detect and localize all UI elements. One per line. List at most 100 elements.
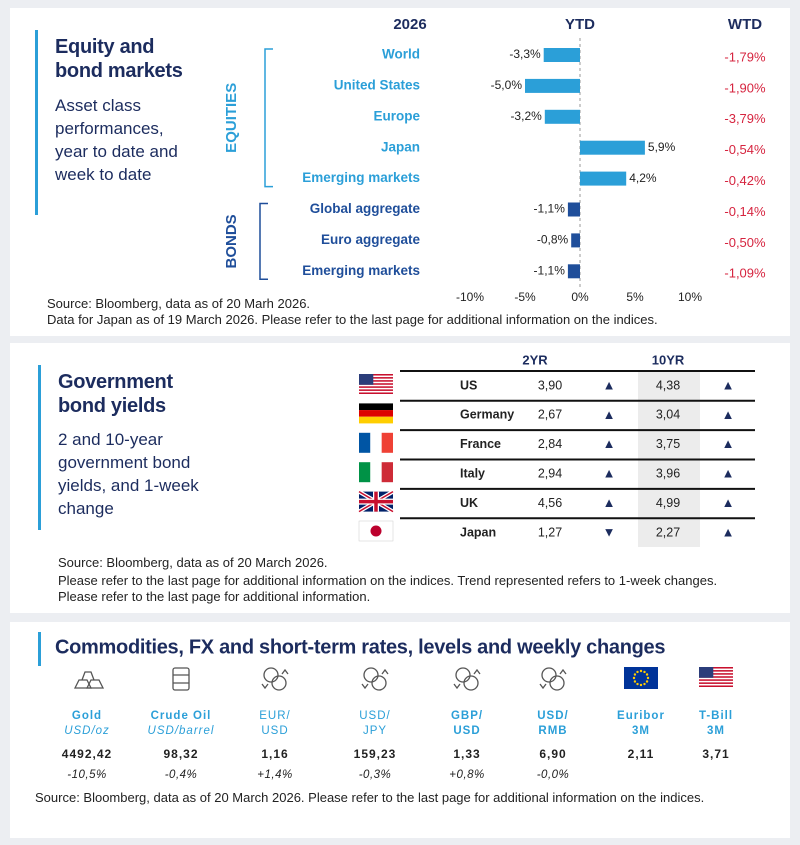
item-label: USD/oz <box>64 725 110 737</box>
trend-2yr: ▲ <box>603 466 616 481</box>
bar <box>525 78 580 93</box>
item-label: 3M <box>707 725 725 737</box>
accent-bar <box>35 30 38 215</box>
flag <box>699 682 733 684</box>
item-change: -0,0% <box>537 769 570 781</box>
x-tick-label: 5% <box>626 290 644 304</box>
yield-10yr: 3,75 <box>656 437 680 451</box>
column-header: 2YR <box>522 352 548 367</box>
flag <box>370 462 382 483</box>
category-label: Euro aggregate <box>321 232 421 247</box>
country: Germany <box>460 408 514 422</box>
category-label: Global aggregate <box>310 201 421 216</box>
item-label: JPY <box>363 725 387 737</box>
icon <box>645 673 649 676</box>
trend-2yr: ▲ <box>603 436 616 451</box>
item-label: USD <box>453 725 480 737</box>
bar <box>544 109 580 124</box>
value-label: -3,2% <box>510 109 542 123</box>
flag <box>699 676 733 678</box>
icon <box>455 667 471 683</box>
series-header: WTD <box>728 16 762 33</box>
source-note: Source: Bloomberg, data as of 20 March 2… <box>35 790 705 805</box>
yield-2yr: 3,90 <box>538 378 562 392</box>
item-label: Euribor <box>617 710 665 722</box>
bar <box>567 202 580 217</box>
group-bracket <box>259 202 268 281</box>
icon <box>643 670 646 674</box>
x-tick-label: 10% <box>678 290 702 304</box>
yield-2yr: 2,94 <box>538 466 562 480</box>
icon <box>645 680 649 683</box>
wtd-label: -1,09% <box>724 266 766 281</box>
chart-title: Equity and bond markets <box>55 36 183 82</box>
trend-2yr: ▲ <box>603 407 616 422</box>
value-label: -5,0% <box>491 78 523 92</box>
flag <box>359 380 393 382</box>
flag <box>699 670 733 672</box>
wtd-label: -1,79% <box>724 49 766 64</box>
source-note: Source: Bloomberg, data as of 20 March 2… <box>58 555 328 570</box>
flag <box>381 432 393 453</box>
flag <box>699 685 733 687</box>
icon <box>539 668 567 690</box>
icon <box>261 668 289 690</box>
icon <box>361 668 389 690</box>
trend-10yr: ▲ <box>722 407 735 422</box>
trend-2yr: ▲ <box>603 495 616 510</box>
icon <box>271 675 287 691</box>
icon <box>263 667 279 683</box>
value-label: -1,1% <box>534 202 566 216</box>
bar <box>580 171 627 186</box>
item-label: USD/barrel <box>148 725 215 737</box>
category-label: United States <box>334 77 420 92</box>
country: US <box>460 378 477 392</box>
item-level: 2,11 <box>628 747 655 761</box>
yield-10yr: 4,38 <box>656 378 680 392</box>
bar <box>543 48 580 62</box>
value-label: 5,9% <box>648 140 676 154</box>
year-header: 2026 <box>393 16 426 33</box>
value-label: -3,3% <box>509 47 541 61</box>
item-level: 98,32 <box>163 747 198 761</box>
wtd-label: -1,90% <box>724 80 766 95</box>
panel <box>10 622 790 838</box>
category-label: Emerging markets <box>302 170 420 185</box>
panel <box>10 8 790 336</box>
icon <box>639 683 643 687</box>
flag <box>370 525 382 537</box>
item-label: RMB <box>538 725 567 737</box>
flag <box>359 374 393 376</box>
flag <box>699 667 733 669</box>
icon <box>646 676 650 680</box>
flag <box>370 432 382 453</box>
trend-10yr: ▲ <box>722 524 735 539</box>
icon <box>172 667 190 691</box>
wtd-label: -0,14% <box>724 204 766 219</box>
wtd-label: -0,50% <box>724 235 766 250</box>
bar <box>567 264 580 279</box>
category-label: Europe <box>373 108 420 123</box>
source-note: Source: Bloomberg, data as of 20 Marh 20… <box>47 296 311 311</box>
yield-2yr: 2,67 <box>538 408 562 422</box>
icon <box>363 667 379 683</box>
source-note: Data for Japan as of 19 March 2026. Plea… <box>47 312 658 327</box>
item-label: EUR/ <box>259 710 290 722</box>
item-change: +1,4% <box>257 769 292 781</box>
yield-10yr: 3,04 <box>656 408 680 422</box>
x-tick-label: -5% <box>514 290 536 304</box>
trend-10yr: ▲ <box>722 495 735 510</box>
icon <box>173 674 189 684</box>
group-label: EQUITIES <box>223 83 240 153</box>
flag <box>359 374 374 385</box>
trend-2yr: ▲ <box>603 377 616 392</box>
item-level: 3,71 <box>702 747 729 761</box>
item-label: GBP/ <box>451 710 483 722</box>
category-label: World <box>382 47 420 62</box>
flag <box>699 679 733 681</box>
value-label: 4,2% <box>629 171 657 185</box>
item-label: USD/ <box>359 710 390 722</box>
chart-subtitle: Asset class performances, year to date a… <box>55 96 178 184</box>
item-label: USD <box>261 725 288 737</box>
